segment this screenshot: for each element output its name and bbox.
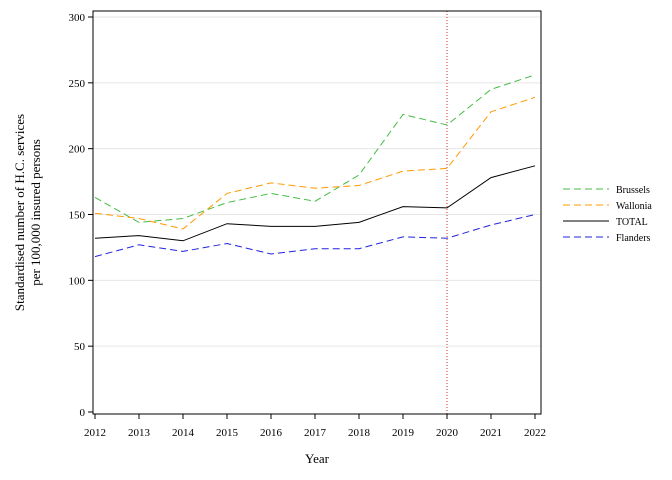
y-tick-label: 0 <box>80 407 86 419</box>
y-tick-label: 300 <box>69 12 86 24</box>
gridlines <box>93 16 541 347</box>
x-tick-label: 2018 <box>348 427 371 439</box>
x-axis: 2012 2013 2014 2015 2016 2017 2018 2019 2020 2021… <box>84 414 546 439</box>
y-tick-label: 200 <box>69 144 86 156</box>
series-line-brussels <box>94 74 536 223</box>
legend-label-brussels: Brussels <box>616 185 650 196</box>
x-tick-label: 2012 <box>84 427 106 439</box>
legend: Brussels Wallonia TOTAL Flanders <box>563 185 652 244</box>
x-tick-label: 2013 <box>128 427 151 439</box>
x-tick-label: 2017 <box>304 427 327 439</box>
x-axis-title: Year <box>305 451 330 466</box>
plot-frame <box>92 10 542 415</box>
x-tick-label: 2021 <box>480 427 502 439</box>
y-tick-label: 50 <box>74 341 86 353</box>
series-line-total <box>94 165 536 242</box>
series-line-wallonia <box>94 96 536 230</box>
legend-label-wallonia: Wallonia <box>616 201 652 212</box>
y-axis-title-line-2: per 100,000 insured persons <box>28 139 43 286</box>
y-tick-label: 250 <box>69 78 86 90</box>
y-tick-label: 100 <box>69 275 86 287</box>
legend-label-flanders: Flanders <box>616 233 651 244</box>
y-axis: 0 50 100 150 200 250 300 <box>69 12 93 419</box>
x-tick-label: 2019 <box>392 427 415 439</box>
x-tick-label: 2015 <box>216 427 239 439</box>
x-tick-label: 2014 <box>172 427 195 439</box>
x-tick-label: 2016 <box>260 427 283 439</box>
x-tick-label: 2022 <box>524 427 546 439</box>
legend-label-total: TOTAL <box>616 217 648 228</box>
x-tick-label: 2020 <box>436 427 459 439</box>
y-tick-label: 150 <box>69 210 86 222</box>
series-line-flanders <box>94 214 536 258</box>
y-axis-title-line-1: Standardised number of H.C. services <box>12 114 27 311</box>
series-lines <box>94 74 536 258</box>
